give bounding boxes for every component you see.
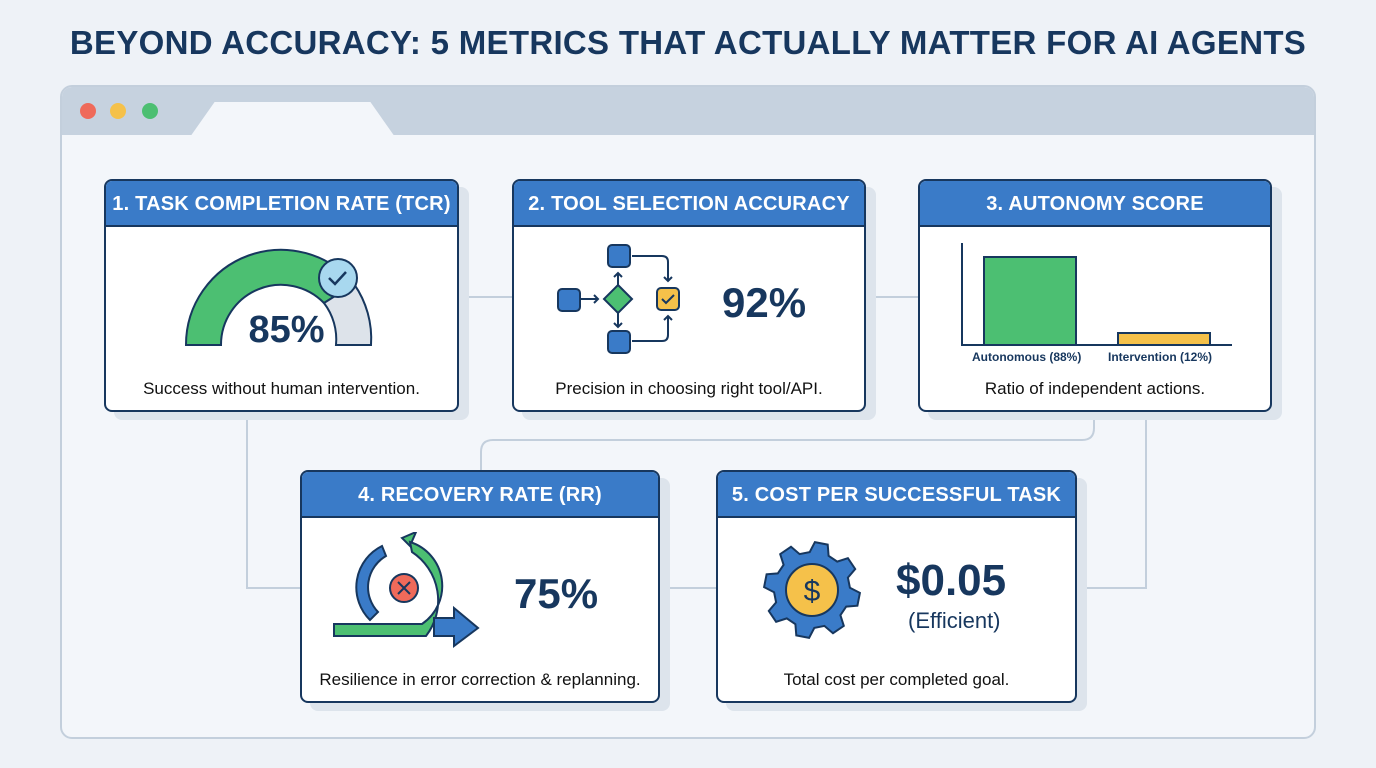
- maximize-dot[interactable]: [142, 103, 158, 119]
- metric-note: (Efficient): [908, 608, 1001, 633]
- metric-description: Resilience in error correction & replann…: [319, 670, 641, 689]
- bar-label-intervention: Intervention (12%): [1108, 350, 1213, 364]
- close-dot[interactable]: [80, 103, 96, 119]
- gear-dollar-icon: $: [762, 540, 862, 640]
- connector-1-4: [246, 411, 300, 589]
- bar-intervention: [1117, 332, 1211, 346]
- metric-value: 75%: [514, 570, 599, 617]
- metric-description: Precision in choosing right tool/API.: [555, 379, 823, 398]
- bar-label-autonomous: Autonomous (88%): [972, 350, 1082, 364]
- gauge-check-icon: [184, 248, 373, 346]
- metric-card-autonomy: 3. AUTONOMY SCORE Autonomous (88%) Inter…: [918, 179, 1272, 412]
- minimize-dot[interactable]: [110, 103, 126, 119]
- browser-tab[interactable]: [190, 102, 395, 137]
- metric-description: Ratio of independent actions.: [984, 379, 1206, 398]
- metric-value: $0.05: [896, 556, 1007, 605]
- metric-value: 85%: [248, 309, 325, 351]
- card-header: 5. COST PER SUCCESSFUL TASK: [718, 472, 1075, 518]
- metric-description: Total cost per completed goal.: [783, 670, 1010, 689]
- metric-description: Success without human intervention.: [143, 379, 420, 398]
- page-title: BEYOND ACCURACY: 5 METRICS THAT ACTUALLY…: [69, 24, 1307, 61]
- dollar-sign-icon: $: [804, 575, 821, 608]
- autonomy-bar-chart: [961, 243, 1232, 346]
- card-header: 2. TOOL SELECTION ACCURACY: [514, 181, 864, 227]
- bar-autonomous: [983, 256, 1077, 346]
- metric-card-cost: 5. COST PER SUCCESSFUL TASK $ $0.05 (Eff…: [716, 470, 1077, 703]
- window-titlebar: [62, 87, 1314, 137]
- metric-card-tool-selection: 2. TOOL SELECTION ACCURACY 92% Precision…: [512, 179, 866, 412]
- card-header: 1. TASK COMPLETION RATE (TCR): [106, 181, 457, 227]
- metric-card-task-completion: 1. TASK COMPLETION RATE (TCR) 85% Succes…: [104, 179, 459, 412]
- card-header: 4. RECOVERY RATE (RR): [302, 472, 658, 518]
- metric-card-recovery: 4. RECOVERY RATE (RR) 75% Resilience in …: [300, 470, 660, 703]
- flowchart-icon: [557, 244, 680, 354]
- connector-3-4: [480, 411, 1095, 470]
- recovery-cycle-icon: [333, 532, 480, 648]
- card-header: 3. AUTONOMY SCORE: [920, 181, 1270, 227]
- metric-value: 92%: [722, 279, 807, 326]
- connector-5-3: [1076, 411, 1147, 589]
